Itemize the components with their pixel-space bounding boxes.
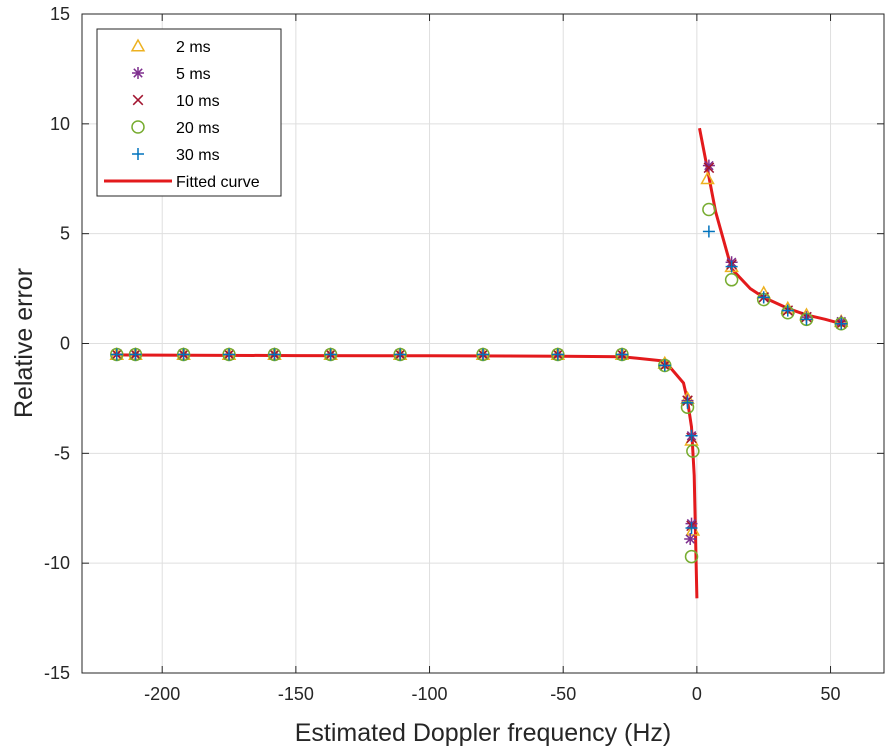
data-point-30-ms xyxy=(551,348,564,361)
data-point-30-ms xyxy=(681,396,694,409)
y-tick-label: 10 xyxy=(50,114,70,134)
data-point-30-ms xyxy=(835,317,848,330)
legend-marker-swatch xyxy=(132,94,144,106)
x-tick-label: -200 xyxy=(144,684,180,704)
data-point-30-ms xyxy=(781,304,794,317)
y-tick-label: -15 xyxy=(44,663,70,683)
data-point-30-ms xyxy=(324,348,337,361)
y-tick-label: -10 xyxy=(44,553,70,573)
legend-item: 10 ms xyxy=(132,93,220,110)
data-point-30-ms xyxy=(725,260,738,273)
legend-item: Fitted curve xyxy=(104,174,260,191)
data-point-30-ms xyxy=(616,348,629,361)
data-point-30-ms xyxy=(177,348,190,361)
y-tick-label: 0 xyxy=(60,334,70,354)
data-point-20-ms xyxy=(724,273,739,287)
data-point-30-ms xyxy=(223,348,236,361)
legend-item: 30 ms xyxy=(132,147,220,164)
y-tick-label: -5 xyxy=(54,443,70,463)
data-markers xyxy=(109,159,849,564)
legend-label: 30 ms xyxy=(176,147,220,164)
y-tick-label: 5 xyxy=(60,224,70,244)
x-tick-label: 50 xyxy=(821,684,841,704)
data-point-30-ms xyxy=(110,348,123,361)
data-point-30-ms xyxy=(268,348,281,361)
data-point-30-ms xyxy=(394,348,407,361)
data-point-20-ms xyxy=(686,444,700,458)
legend-item: 5 ms xyxy=(132,66,211,83)
data-point-20-ms xyxy=(684,549,699,564)
legend-marker-swatch xyxy=(132,148,144,160)
data-point-30-ms xyxy=(685,429,698,442)
data-point-30-ms xyxy=(800,313,813,326)
data-point-10-ms xyxy=(703,162,715,174)
legend-marker-swatch xyxy=(132,67,144,79)
x-tick-label: 0 xyxy=(692,684,702,704)
legend-label: 2 ms xyxy=(176,39,211,56)
legend-box xyxy=(96,28,282,197)
data-point-30-ms xyxy=(702,225,715,238)
data-point-30-ms xyxy=(658,359,671,372)
data-point-30-ms xyxy=(757,291,770,304)
x-tick-label: -50 xyxy=(550,684,576,704)
data-point-30-ms xyxy=(477,348,489,361)
data-point-30-ms xyxy=(685,522,698,535)
data-point-20-ms xyxy=(702,202,716,217)
y-tick-label: 15 xyxy=(50,4,70,24)
legend-item: 20 ms xyxy=(131,120,220,137)
axis-ticks xyxy=(82,13,884,674)
data-point-5-ms xyxy=(702,159,715,172)
legend: 2 ms 5 ms 10 ms 20 ms 30 ms Fitted curve xyxy=(96,28,282,197)
legend-items: 2 ms 5 ms 10 ms 20 ms 30 ms Fitted curve xyxy=(104,38,260,191)
legend-label: 20 ms xyxy=(176,120,220,137)
legend-item: 2 ms xyxy=(130,38,211,56)
data-point-5-ms xyxy=(684,533,697,546)
x-tick-label: -100 xyxy=(412,684,448,704)
data-point-30-ms xyxy=(129,348,142,361)
data-point-2-ms xyxy=(700,171,715,185)
fitted-curve-positive-branch xyxy=(698,127,842,326)
x-axis-title: Estimated Doppler frequency (Hz) xyxy=(295,719,672,747)
legend-label: 10 ms xyxy=(176,93,220,110)
x-tick-label: -150 xyxy=(278,684,314,704)
legend-label: Fitted curve xyxy=(176,174,260,191)
legend-marker-swatch xyxy=(130,38,146,52)
y-axis-title: Relative error xyxy=(10,268,38,418)
legend-label: 5 ms xyxy=(176,66,211,83)
legend-marker-swatch xyxy=(131,120,145,134)
grid xyxy=(82,13,884,674)
